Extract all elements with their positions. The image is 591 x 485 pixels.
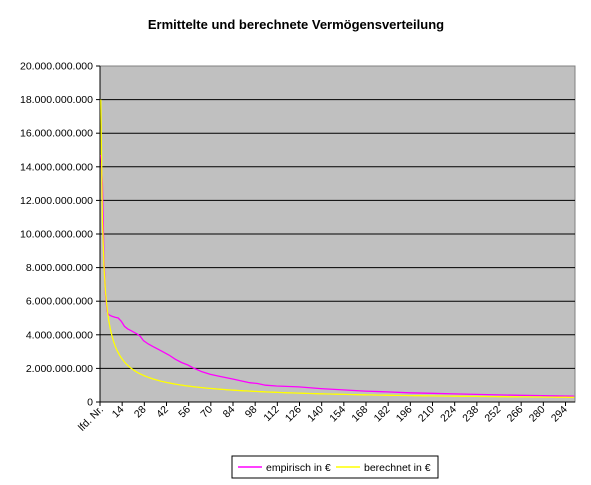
x-tick-label: 238 xyxy=(460,404,481,425)
x-axis: lfd. Nr. 14 28 42 56 70 84 98 112 126 140 154 168 182… xyxy=(76,401,575,434)
x-tick-label: 266 xyxy=(505,404,526,425)
legend-label-empirisch: empirisch in € xyxy=(266,462,331,474)
series-line-empirisch xyxy=(100,154,575,397)
x-tick-label: 70 xyxy=(198,404,215,421)
y-axis: 0 2.000.000.000 4.000.000.000 6.000.000.000… xyxy=(20,61,101,409)
y-tick-label: 8.000.000.000 xyxy=(26,262,93,274)
y-tick-label: 4.000.000.000 xyxy=(26,329,93,341)
x-tick-label: 182 xyxy=(372,404,393,425)
x-tick-label: 56 xyxy=(176,404,193,421)
x-tick-label: 126 xyxy=(283,404,304,425)
y-tick-label: 18.000.000.000 xyxy=(20,94,93,106)
series-layer xyxy=(100,99,575,398)
grid-lines xyxy=(100,99,575,369)
x-tick-label: 112 xyxy=(261,404,281,424)
x-tick-label: 280 xyxy=(527,404,548,425)
chart-title: Ermittelte und berechnete Vermögensverte… xyxy=(148,17,444,32)
x-tick-label: 196 xyxy=(394,404,415,425)
y-tick-label: 2.000.000.000 xyxy=(26,363,93,375)
x-tick-label: 224 xyxy=(438,404,459,425)
x-tick-label: 84 xyxy=(221,404,238,421)
x-tick-label: 252 xyxy=(482,404,503,425)
legend-label-berechnet: berechnet in € xyxy=(364,462,431,474)
x-tick-label: 98 xyxy=(243,404,260,421)
x-tick-label: 42 xyxy=(154,404,171,421)
y-tick-label: 6.000.000.000 xyxy=(26,296,93,308)
x-tick-label: 28 xyxy=(132,404,149,421)
x-tick-label: 154 xyxy=(327,404,348,425)
x-tick-label: 140 xyxy=(305,404,326,425)
y-tick-label: 0 xyxy=(87,397,93,409)
y-tick-label: 12.000.000.000 xyxy=(20,195,93,207)
legend: empirisch in € berechnet in € xyxy=(231,455,439,479)
y-tick-label: 10.000.000.000 xyxy=(20,229,93,241)
x-tick-label: 210 xyxy=(416,404,437,425)
x-tick-label: 168 xyxy=(349,404,370,425)
y-tick-label: 14.000.000.000 xyxy=(20,161,93,173)
series-line-berechnet xyxy=(100,99,575,398)
x-tick-label: 294 xyxy=(549,404,570,425)
y-tick-label: 20.000.000.000 xyxy=(20,61,93,73)
legend-box xyxy=(231,455,439,479)
x-tick-label: 14 xyxy=(110,404,127,421)
y-tick-label: 16.000.000.000 xyxy=(20,128,93,140)
